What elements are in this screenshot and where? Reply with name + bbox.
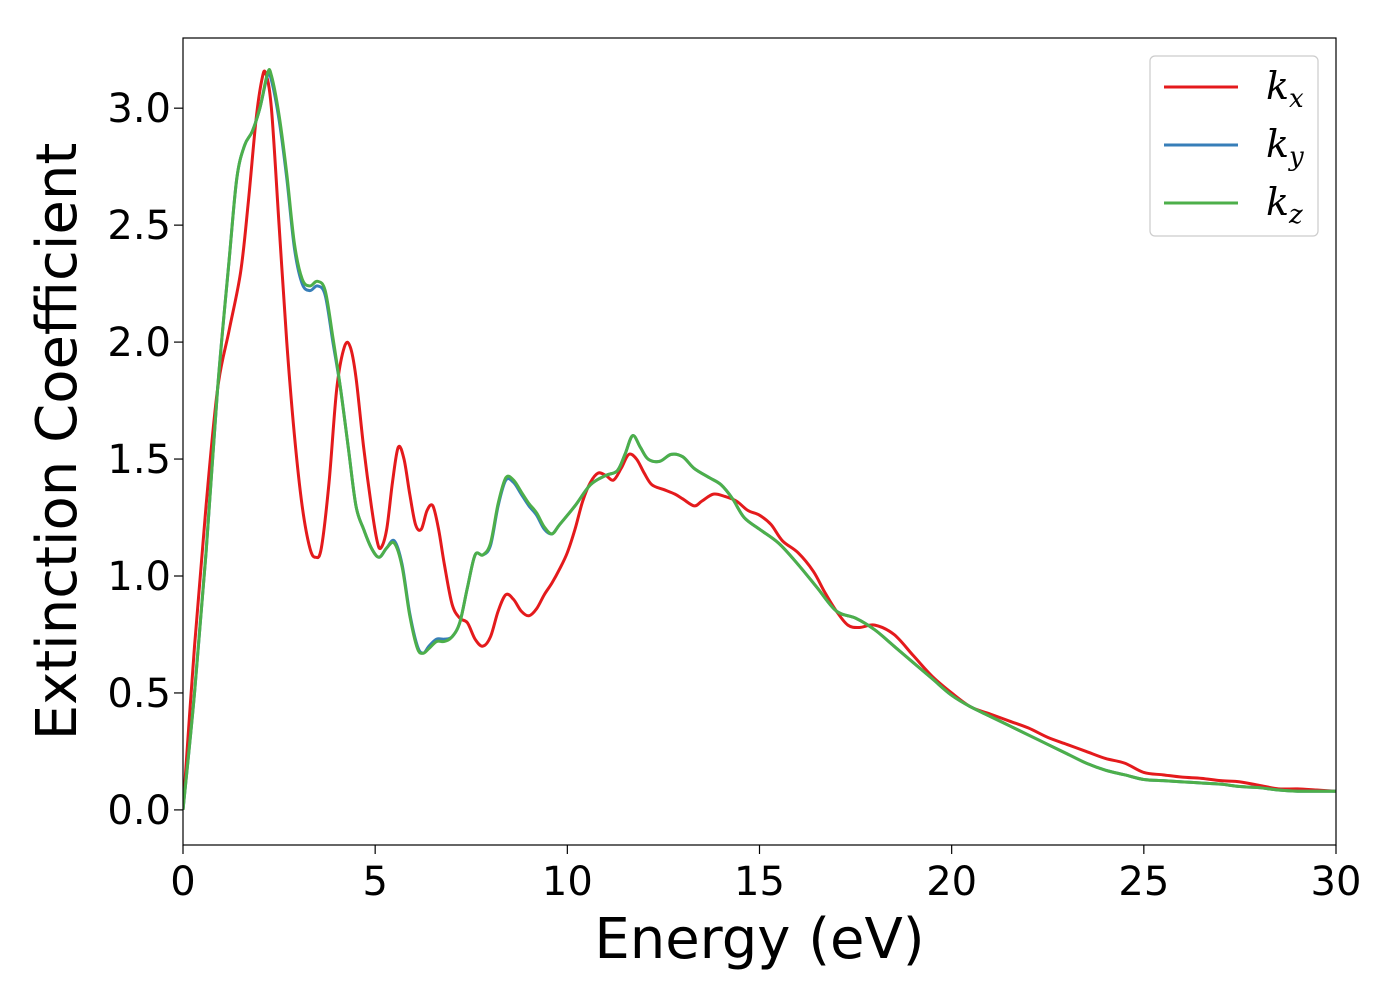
- x-tick-label: 20: [926, 859, 977, 905]
- x-tick-label: 25: [1118, 859, 1169, 905]
- y-tick-label: 1.0: [107, 554, 171, 600]
- y-tick-label: 1.5: [107, 437, 171, 483]
- x-axis: 0 5 10 15 20 25 30: [170, 845, 1361, 905]
- y-tick-label: 0.5: [107, 671, 171, 717]
- legend-label: kz: [1266, 180, 1303, 230]
- y-tick-label: 0.0: [107, 788, 171, 834]
- x-axis-title: Energy (eV): [594, 907, 924, 972]
- y-tick-label: 3.0: [107, 86, 171, 132]
- x-tick-label: 0: [170, 859, 195, 905]
- y-tick-label: 2.5: [107, 203, 171, 249]
- legend[interactable]: kx ky kz: [1149, 55, 1319, 237]
- x-tick-label: 5: [362, 859, 387, 905]
- legend-item-y[interactable]: ky: [1164, 122, 1304, 172]
- legend-label: ky: [1266, 122, 1304, 172]
- x-tick-label: 15: [734, 859, 785, 905]
- series-layer: [183, 68, 1336, 811]
- x-tick-label: 30: [1311, 859, 1362, 905]
- y-axis-title: Extinction Coefficient: [25, 143, 90, 741]
- series-line-z: [183, 68, 1336, 811]
- legend-label: kx: [1266, 64, 1304, 114]
- legend-item-x[interactable]: kx: [1164, 64, 1304, 114]
- x-tick-label: 10: [542, 859, 593, 905]
- y-axis: 0.0 0.5 1.0 1.5 2.0 2.5 3.0: [107, 86, 183, 834]
- legend-item-z[interactable]: kz: [1164, 180, 1303, 230]
- y-tick-label: 2.0: [107, 320, 171, 366]
